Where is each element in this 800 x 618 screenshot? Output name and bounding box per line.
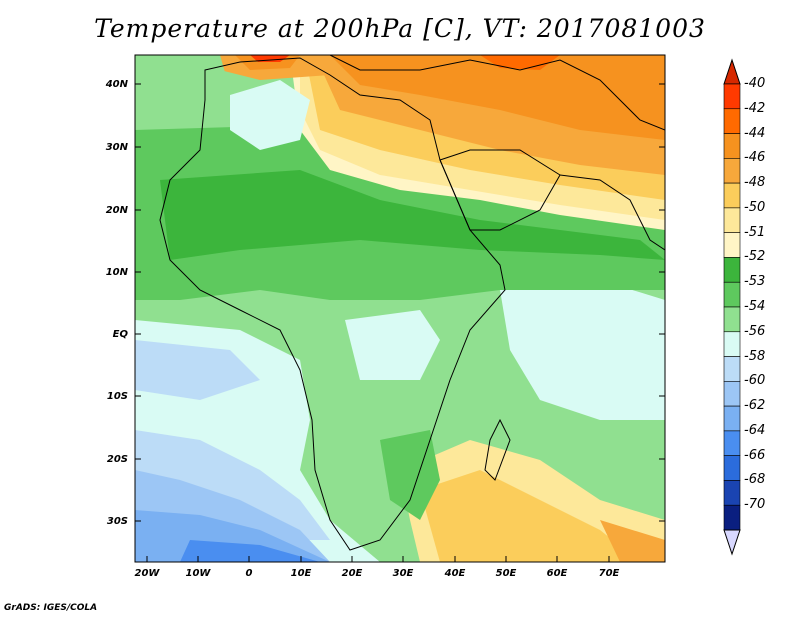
lat-label-40n: 40N: [105, 79, 128, 90]
colorbar-swatch: [723, 83, 741, 110]
colorbar-label: -48: [744, 175, 766, 191]
lat-label-eq: EQ: [112, 329, 128, 340]
field-band-52: [160, 170, 665, 260]
lon-label-20w: 20W: [134, 568, 160, 579]
colorbar-swatch: [723, 108, 741, 134]
colorbar-swatch: [723, 133, 741, 159]
colorbar-label: -54: [744, 299, 766, 314]
lat-label-10s: 10S: [106, 391, 128, 402]
colorbar-swatch: [723, 405, 741, 432]
coastlines: [159, 55, 665, 551]
india-outline: [559, 174, 665, 251]
lon-label-10w: 10W: [185, 568, 211, 579]
field-south-band-48: [420, 470, 640, 562]
colorbar-swatch: [723, 356, 741, 382]
colorbar-label: -62: [744, 398, 766, 414]
colorbar-label: -64: [744, 422, 766, 438]
lon-label-70e: 70E: [598, 568, 620, 579]
field-band-58-west: [135, 340, 260, 400]
colorbar-swatch: [723, 182, 741, 209]
colorbar-bottom-arrow: [723, 529, 741, 556]
arabia-outline: [439, 149, 561, 231]
chart-title: Temperature at 200hPa [C], VT: 201708100…: [94, 14, 706, 43]
lat-ticks: [135, 83, 665, 522]
plot-frame: [134, 54, 666, 563]
lon-label-20e: 20E: [341, 568, 363, 579]
colorbar-swatch: [723, 381, 741, 407]
lat-label-30s: 30S: [106, 516, 128, 527]
lon-label-0: 0: [245, 568, 253, 579]
lon-label-40e: 40E: [444, 568, 466, 579]
field-plume-cyan: [230, 80, 310, 150]
lat-label-30n: 30N: [105, 142, 128, 153]
lon-label-60e: 60E: [546, 568, 568, 579]
colorbar-label: -52: [744, 249, 766, 265]
colorbar-swatch: [723, 281, 741, 308]
field-nw-green: [135, 55, 230, 110]
colorbar-swatch: [723, 257, 741, 283]
colorbar-label: -68: [744, 472, 766, 488]
madagascar-outline: [484, 418, 511, 481]
grads-credit: GrADS: IGES/COLA: [4, 603, 98, 613]
colorbar-label: -50: [744, 199, 766, 215]
lat-label-20n: 20N: [105, 205, 128, 216]
colorbar-label: -40: [744, 76, 766, 91]
field-southern-africa-green: [380, 430, 440, 520]
colorbar-label: -66: [744, 447, 766, 463]
africa-outline: [159, 57, 506, 551]
colorbar-swatch: [723, 232, 741, 258]
colorbar-label: -53: [744, 274, 766, 290]
colorbar-label: -44: [744, 125, 766, 141]
lon-ticks: [146, 556, 610, 562]
temperature-field: [135, 55, 665, 562]
eurasia-outline: [329, 55, 665, 131]
colorbar-label: -70: [744, 497, 766, 513]
lat-label-10n: 10N: [105, 267, 128, 278]
field-south-band-46: [600, 520, 665, 562]
colorbar-swatch: [723, 455, 741, 481]
field-band-44: [330, 55, 665, 140]
colorbar-label: -51: [744, 224, 766, 240]
colorbar-swatch: [723, 306, 741, 333]
colorbar-swatch: [723, 504, 741, 531]
colorbar-swatch: [723, 430, 741, 456]
colorbar-label: -60: [744, 373, 766, 389]
colorbar-swatch: [723, 480, 741, 506]
colorbar-label: -42: [744, 100, 766, 116]
field-indian-cyan: [500, 280, 665, 420]
lon-label-30e: 30E: [392, 568, 414, 579]
field-band-64: [180, 540, 320, 562]
colorbar-label: -46: [744, 150, 766, 166]
colorbar-label: -56: [744, 323, 766, 339]
field-band-62: [135, 510, 330, 562]
colorbar-top-arrow: [723, 58, 741, 85]
colorbar-swatch: [723, 158, 741, 184]
field-central-cyan: [345, 310, 440, 380]
lon-label-50e: 50E: [495, 568, 517, 579]
colorbar-label: -58: [744, 348, 766, 364]
colorbar: [723, 58, 741, 556]
lon-label-10e: 10E: [290, 568, 312, 579]
colorbar-swatch: [723, 207, 741, 233]
lat-label-20s: 20S: [106, 454, 128, 465]
colorbar-swatch: [723, 331, 741, 357]
